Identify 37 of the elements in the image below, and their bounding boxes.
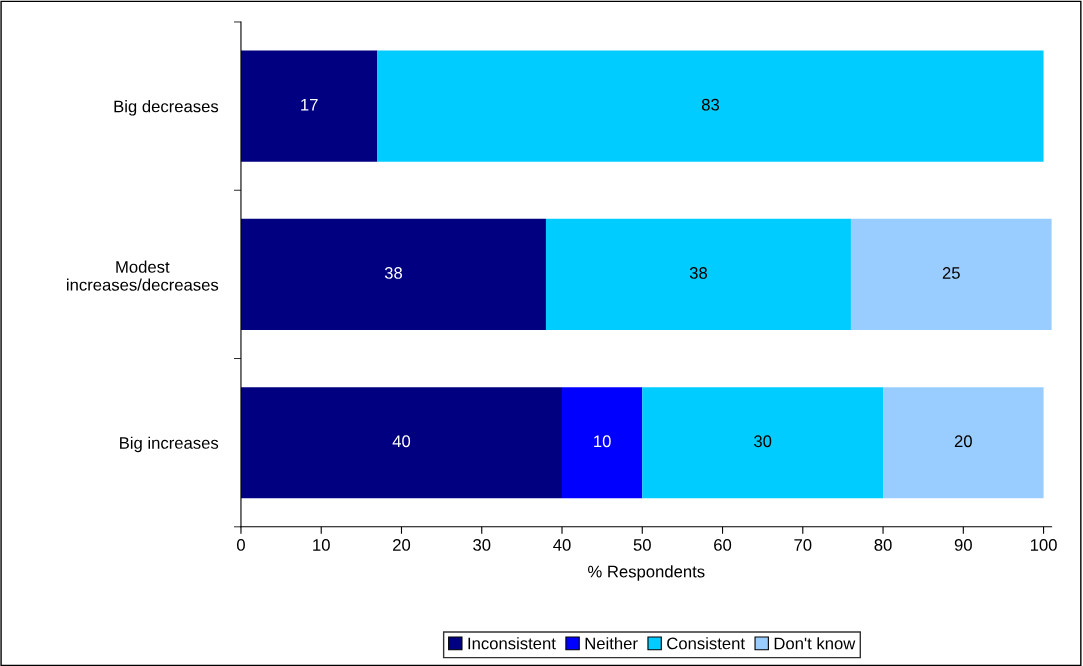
legend-label: Inconsistent (468, 637, 556, 650)
x-tick-label: 20 (393, 539, 411, 551)
y-tick-label: Big increases (120, 436, 219, 453)
y-tick-label: Big decreases (114, 100, 219, 116)
x-tick-label: 10 (313, 539, 330, 551)
x-tick-label: 40 (553, 539, 571, 551)
data-label: 83 (701, 98, 720, 111)
x-tick-label: 50 (633, 539, 651, 551)
data-label: 17 (301, 98, 318, 111)
bar (545, 218, 851, 330)
x-axis-title: % Respondents (588, 565, 705, 581)
data-label: 30 (754, 435, 772, 448)
data-label: 38 (384, 267, 403, 279)
data-label: 40 (392, 435, 411, 448)
bar (850, 218, 1052, 330)
data-label: 38 (689, 267, 707, 279)
bar (240, 218, 546, 330)
y-tick-label: Modest increases/decreases (67, 260, 219, 291)
bar (240, 50, 378, 162)
x-tick-label: 60 (714, 539, 732, 551)
legend-label: Consistent (667, 637, 745, 650)
data-label: 25 (942, 267, 960, 279)
data-label: 10 (594, 435, 611, 448)
x-tick-label: 30 (473, 539, 491, 551)
x-tick-label: 100 (1030, 539, 1057, 551)
legend-label: Don't know (774, 637, 856, 650)
x-tick-label: 90 (954, 539, 972, 551)
legend-label: Neither (585, 637, 638, 650)
bar (562, 387, 643, 499)
x-tick-label: 80 (874, 539, 892, 551)
bar (883, 387, 1044, 499)
bar (642, 387, 884, 499)
x-tick-label: 70 (794, 539, 812, 551)
x-tick-label: 0 (236, 539, 245, 551)
data-label: 20 (954, 435, 972, 448)
bar (240, 387, 563, 499)
bar (377, 50, 1044, 162)
